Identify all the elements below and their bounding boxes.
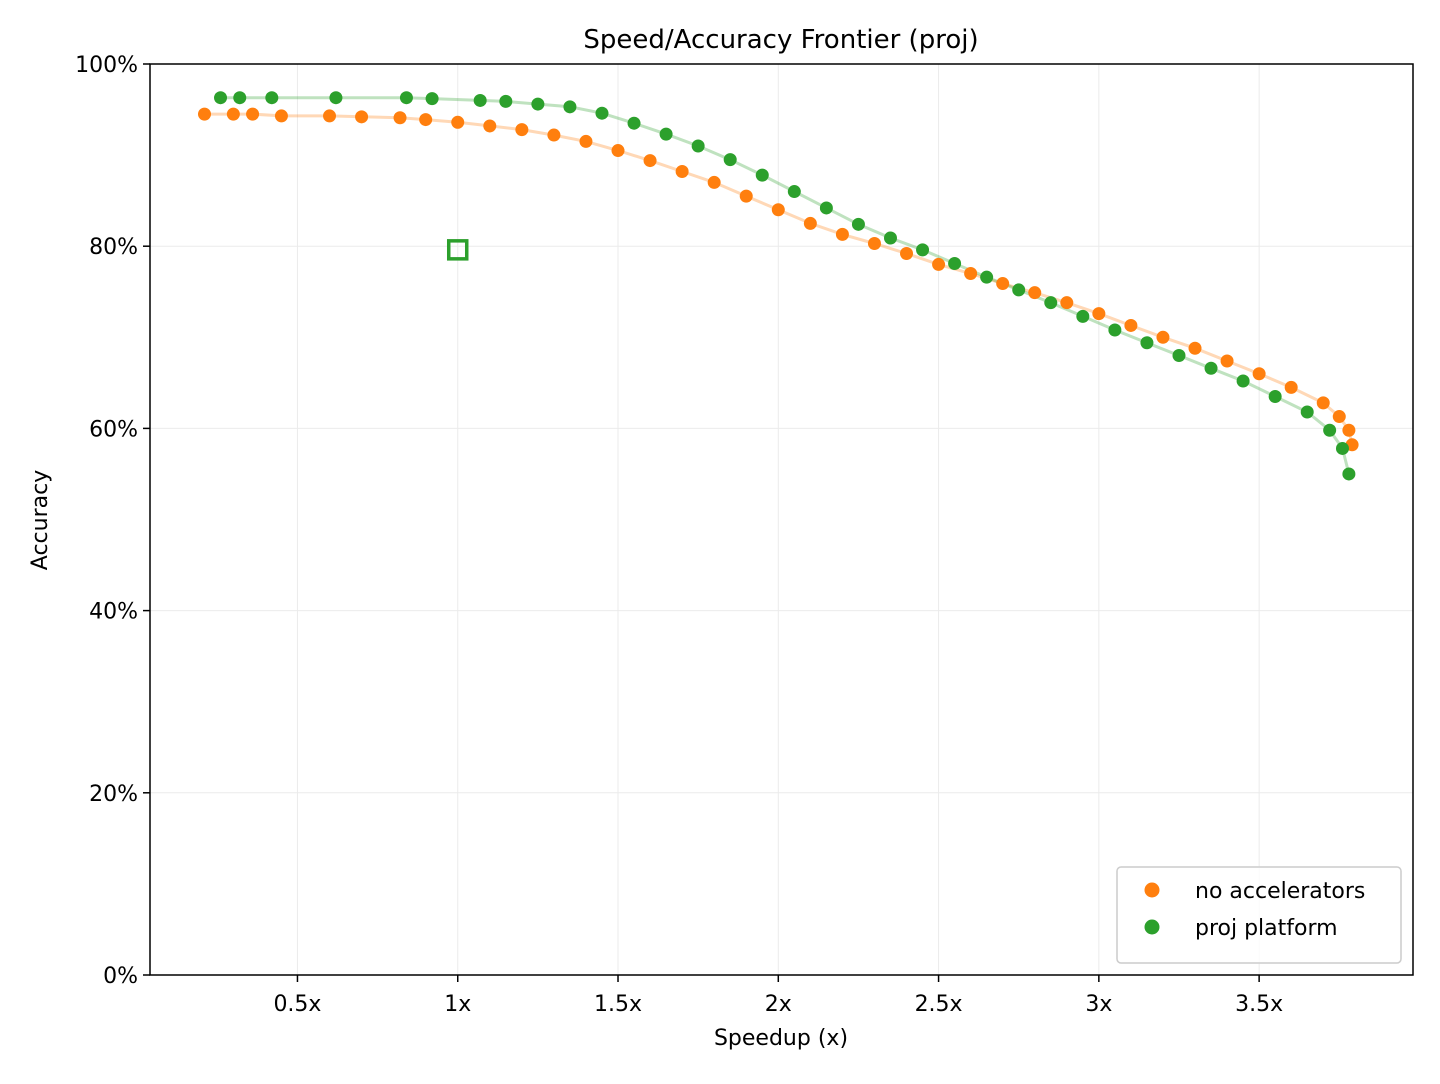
point — [425, 92, 439, 106]
point — [1060, 296, 1074, 310]
point — [643, 154, 657, 168]
x-tick-label: 0.5x — [273, 992, 321, 1017]
x-tick-label: 2x — [765, 992, 792, 1017]
x-tick-label: 1x — [444, 992, 471, 1017]
point — [547, 128, 561, 142]
point — [948, 257, 962, 271]
point — [393, 111, 407, 125]
point — [1028, 286, 1042, 300]
point — [675, 164, 689, 178]
point — [531, 97, 545, 111]
point — [323, 109, 337, 123]
point — [473, 93, 487, 107]
point — [1300, 405, 1314, 419]
point — [1284, 380, 1298, 394]
legend-label: no accelerators — [1195, 879, 1365, 904]
y-tick-label: 80% — [89, 235, 138, 260]
point — [355, 110, 369, 124]
point — [691, 139, 705, 153]
point — [964, 267, 978, 281]
point — [996, 277, 1010, 291]
x-tick-label: 3x — [1085, 992, 1112, 1017]
plot-frame — [149, 63, 1414, 976]
point — [867, 236, 881, 250]
point — [214, 91, 228, 105]
legend-box — [1116, 866, 1402, 964]
legend-label: proj platform — [1195, 916, 1338, 941]
point — [900, 246, 914, 260]
point — [226, 107, 240, 121]
point — [399, 91, 413, 105]
point — [1044, 296, 1058, 310]
point — [932, 257, 946, 271]
y-tick-label: 20% — [89, 782, 138, 807]
point — [233, 91, 247, 105]
point — [787, 185, 801, 199]
point — [1012, 283, 1026, 297]
point — [1092, 307, 1106, 321]
point — [627, 116, 641, 130]
point — [819, 201, 833, 215]
point — [246, 107, 260, 121]
point — [1323, 423, 1337, 437]
y-tick-label: 60% — [89, 417, 138, 442]
point — [1124, 318, 1138, 332]
x-tick-label: 2.5x — [915, 992, 963, 1017]
point — [563, 100, 577, 114]
y-axis-label: Accuracy — [28, 470, 53, 570]
point — [451, 115, 465, 129]
point — [1342, 423, 1356, 437]
point — [1252, 367, 1266, 381]
point — [883, 231, 897, 245]
legend-marker — [1144, 919, 1160, 935]
legend-marker — [1144, 882, 1160, 898]
point — [419, 113, 433, 127]
point — [851, 217, 865, 231]
point — [739, 189, 753, 203]
point — [329, 91, 343, 105]
point — [197, 107, 211, 121]
point — [499, 94, 513, 108]
point — [1188, 341, 1202, 355]
point — [1335, 441, 1349, 455]
x-tick-label: 3.5x — [1235, 992, 1283, 1017]
point — [1204, 361, 1218, 375]
point — [483, 119, 497, 133]
point — [1076, 309, 1090, 323]
baseline-marker — [446, 239, 469, 261]
point — [611, 144, 625, 158]
y-tick-label: 100% — [75, 53, 138, 78]
point — [595, 106, 609, 120]
point — [579, 134, 593, 148]
point — [1220, 354, 1234, 368]
point — [659, 127, 673, 141]
y-tick-label: 40% — [89, 600, 138, 625]
point — [1332, 410, 1346, 424]
point — [515, 123, 529, 137]
chart-title: Speed/Accuracy Frontier (proj) — [583, 25, 978, 55]
point — [1316, 396, 1330, 410]
point — [916, 243, 930, 257]
point — [274, 109, 288, 123]
point — [1156, 330, 1170, 344]
point — [755, 168, 769, 182]
point — [1268, 390, 1282, 404]
point — [723, 153, 737, 167]
point — [771, 203, 785, 217]
point — [980, 270, 994, 284]
point — [835, 227, 849, 241]
y-tick-label: 0% — [103, 964, 138, 989]
point — [1342, 467, 1356, 481]
point — [1108, 323, 1122, 337]
x-axis-label: Speedup (x) — [714, 1026, 848, 1051]
point — [803, 216, 817, 230]
x-tick-label: 1.5x — [594, 992, 642, 1017]
point — [707, 175, 721, 189]
point — [1236, 374, 1250, 388]
point — [1172, 349, 1186, 363]
point — [265, 91, 279, 105]
point — [1140, 336, 1154, 350]
